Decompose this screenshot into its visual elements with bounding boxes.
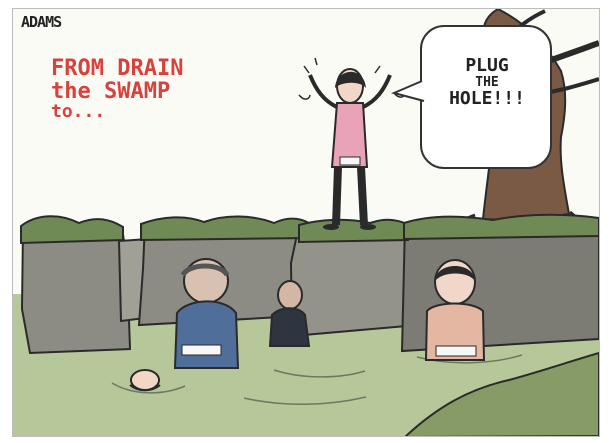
speech-line-2: THE [475, 74, 499, 90]
caption-line-2: the SWAMP [51, 79, 171, 105]
speech-bubble [420, 25, 552, 169]
cartoon-caption: FROM DRAIN the SWAMP to... [51, 57, 183, 122]
speech-line-3: HOLE!!! [449, 87, 525, 109]
rock-ledges [20, 217, 599, 355]
left-submerged-figure [173, 258, 240, 369]
background-figure [268, 280, 311, 347]
cartoon-frame: ADAMS FROM DRAIN the SWAMP to... PLUG TH… [12, 8, 600, 437]
head-above-water [129, 369, 161, 392]
caption-line-3: to... [51, 101, 106, 123]
foreground-bank [404, 351, 599, 436]
speech-line-1: PLUG [465, 55, 509, 76]
speech-bubble-text: PLUG THE HOLE!!! [439, 55, 535, 109]
speech-tail [390, 80, 425, 102]
right-submerged-figure [424, 259, 486, 361]
cartoonist-signature: ADAMS [21, 13, 62, 31]
standing-figure [308, 68, 392, 230]
caption-line-1: FROM DRAIN [51, 56, 184, 81]
